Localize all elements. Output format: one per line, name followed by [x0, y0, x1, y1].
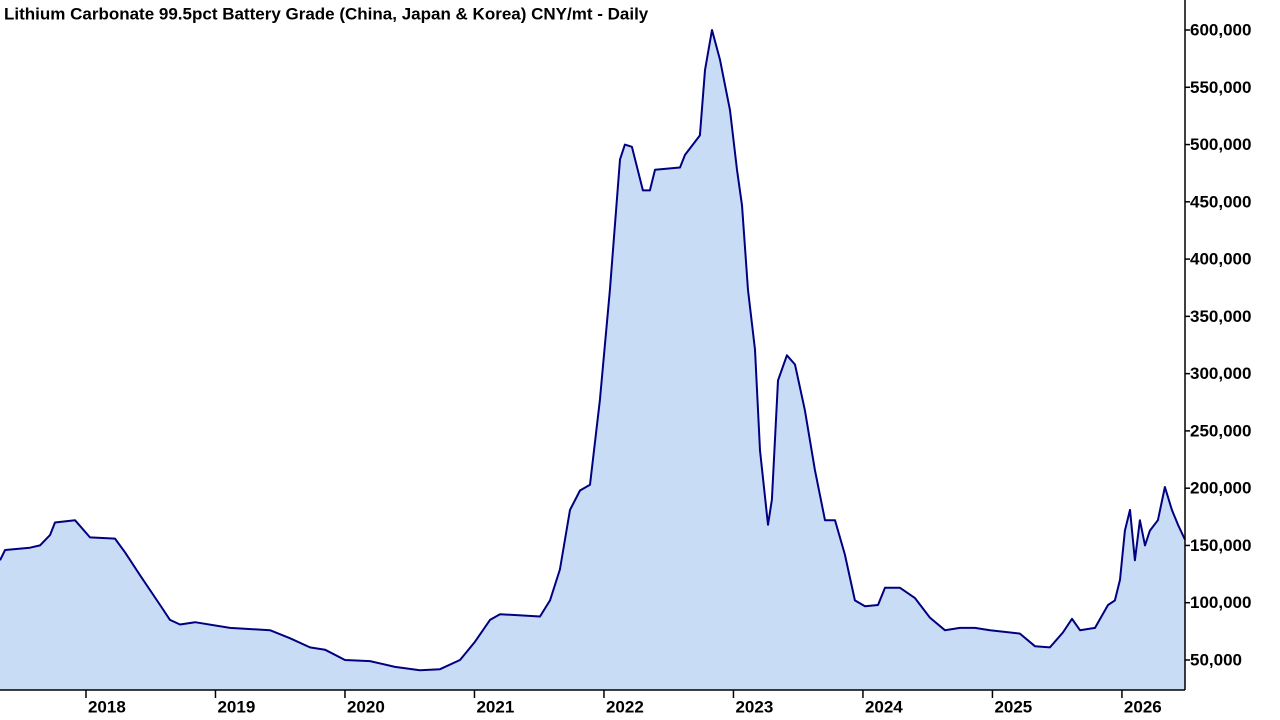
- y-tick-label: 200,000: [1190, 479, 1251, 498]
- y-tick-label: 300,000: [1190, 364, 1251, 383]
- x-tick-label: 2020: [347, 697, 385, 716]
- x-tick-label: 2021: [476, 697, 514, 716]
- y-tick-label: 550,000: [1190, 78, 1251, 97]
- y-tick-label: 500,000: [1190, 135, 1251, 154]
- y-tick-label: 450,000: [1190, 192, 1251, 211]
- y-tick-label: 400,000: [1190, 250, 1251, 269]
- y-tick-label: 50,000: [1190, 650, 1242, 669]
- y-tick-label: 600,000: [1190, 20, 1251, 39]
- chart-title: Lithium Carbonate 99.5pct Battery Grade …: [4, 4, 649, 23]
- area-fill: [0, 30, 1185, 690]
- x-tick-label: 2019: [217, 697, 255, 716]
- x-tick-label: 2024: [865, 697, 903, 716]
- x-tick-label: 2018: [88, 697, 126, 716]
- x-tick-label: 2026: [1124, 697, 1162, 716]
- x-tick-label: 2025: [994, 697, 1032, 716]
- x-tick-label: 2022: [606, 697, 644, 716]
- y-tick-label: 350,000: [1190, 307, 1251, 326]
- y-tick-label: 150,000: [1190, 536, 1251, 555]
- y-tick-label: 250,000: [1190, 421, 1251, 440]
- y-tick-label: 100,000: [1190, 593, 1251, 612]
- area-line: [0, 29, 1186, 672]
- x-tick-label: 2023: [735, 697, 773, 716]
